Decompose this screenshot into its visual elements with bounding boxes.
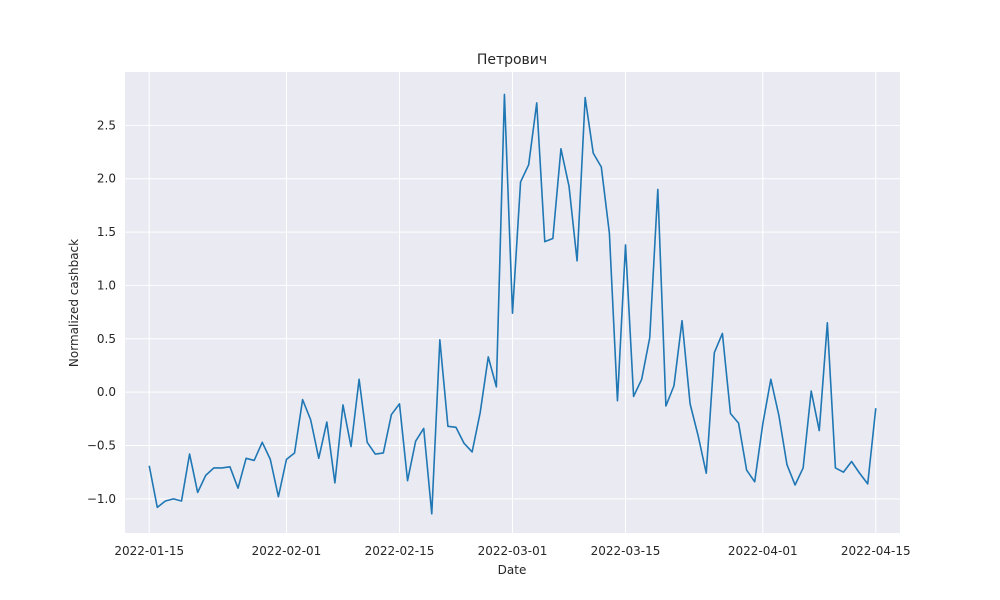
x-tick-label: 2022-03-01 bbox=[478, 544, 548, 558]
y-tick-label: 2.5 bbox=[97, 118, 116, 132]
x-tick-label: 2022-04-01 bbox=[728, 544, 798, 558]
y-tick-label: −1.0 bbox=[87, 492, 116, 506]
chart-title: Петрович bbox=[477, 52, 547, 68]
x-tick-label: 2022-04-15 bbox=[841, 544, 911, 558]
x-axis-title: Date bbox=[498, 563, 527, 577]
y-tick-label: −0.5 bbox=[87, 438, 116, 452]
y-tick-label: 0.5 bbox=[97, 332, 116, 346]
x-tick-labels: 2022-01-15 2022-02-01 2022-02-15 2022-03-01… bbox=[114, 544, 910, 558]
grid-x bbox=[148, 72, 877, 533]
series-line-0 bbox=[148, 93, 877, 515]
x-tick-label: 2022-01-15 bbox=[114, 544, 184, 558]
x-tick-label: 2022-02-15 bbox=[365, 544, 435, 558]
grid-y bbox=[125, 124, 900, 500]
x-tick-label: 2022-03-15 bbox=[591, 544, 661, 558]
y-tick-label: 1.5 bbox=[97, 225, 116, 239]
y-tick-label: 0.0 bbox=[97, 385, 116, 399]
y-tick-label: 1.0 bbox=[97, 278, 116, 292]
y-tick-label: 2.0 bbox=[97, 172, 116, 186]
y-tick-labels: −1.0 −0.5 0.0 0.5 1.0 1.5 2.0 2.5 bbox=[87, 118, 116, 505]
x-tick-label: 2022-02-01 bbox=[252, 544, 322, 558]
y-axis-title: Normalized cashback bbox=[67, 239, 81, 367]
